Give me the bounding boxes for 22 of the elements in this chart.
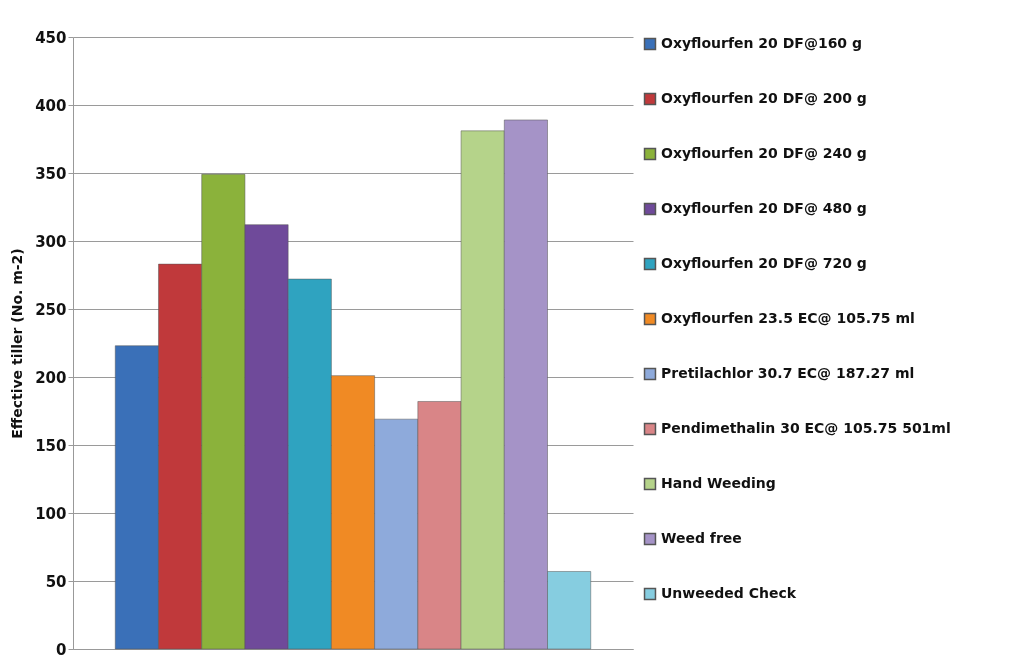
y-tick-label: 300 (35, 232, 67, 251)
y-tick-label: 350 (35, 164, 67, 183)
y-tick-label: 100 (35, 504, 67, 523)
y-tick-label: 400 (35, 96, 67, 115)
y-axis-title: Effective tiller (No. m-2) (9, 248, 26, 439)
legend-label: Weed free (661, 530, 742, 546)
legend-label: Unweeded Check (661, 585, 797, 601)
legend-label: Oxyflourfen 20 DF@ 200 g (661, 90, 867, 106)
y-tick-label: 450 (35, 28, 67, 47)
y-tick-label: 0 (56, 640, 67, 657)
legend-label: Pendimethalin 30 EC@ 105.75 501ml (661, 420, 951, 436)
legend-label: Oxyflourfen 20 DF@ 240 g (661, 145, 867, 161)
y-tick-label: 200 (35, 368, 67, 387)
legend-label: Oxyflourfen 20 DF@160 g (661, 35, 863, 51)
legend-label: Pretilachlor 30.7 EC@ 187.27 ml (661, 365, 915, 381)
legend-label: Oxyflourfen 23.5 EC@ 105.75 ml (661, 310, 915, 326)
y-tick-label: 50 (45, 572, 67, 591)
legend-label: Oxyflourfen 20 DF@ 720 g (661, 255, 867, 271)
y-tick-label: 150 (35, 436, 67, 455)
legend-label: Oxyflourfen 20 DF@ 480 g (661, 200, 867, 216)
legend-label: Hand Weeding (661, 475, 776, 491)
y-tick-label: 250 (35, 300, 67, 319)
